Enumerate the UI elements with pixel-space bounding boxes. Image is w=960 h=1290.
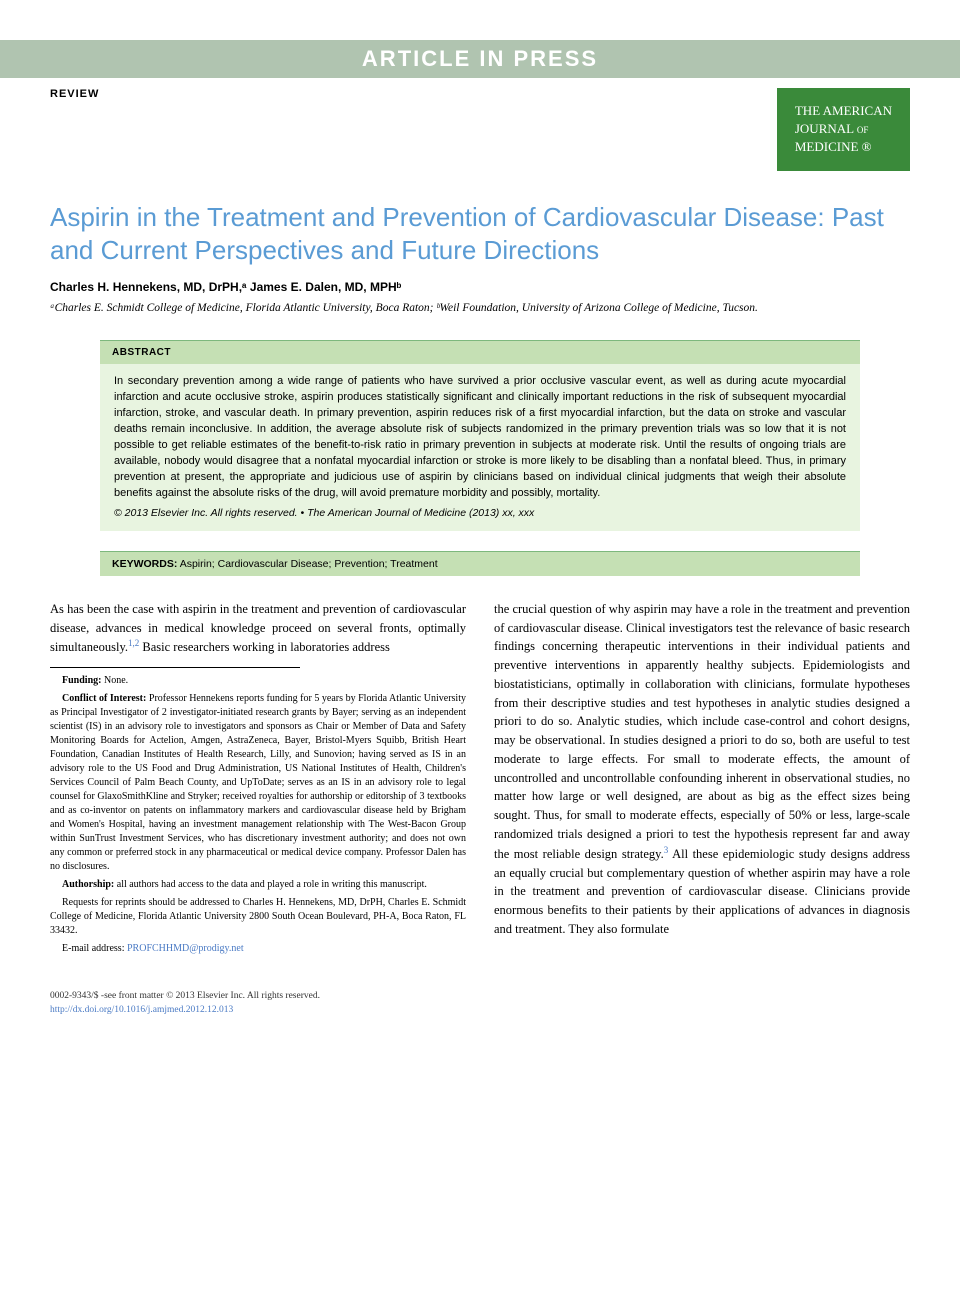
article-title: Aspirin in the Treatment and Prevention … [50,201,910,269]
intro-paragraph: As has been the case with aspirin in the… [50,600,466,657]
page-footer: 0002-9343/$ -see front matter © 2013 Els… [50,990,910,1017]
article-in-press-banner: ARTICLE IN PRESS [0,40,960,78]
journal-line1: THE AMERICAN [795,102,892,120]
journal-line2: JOURNAL of [795,120,892,138]
article-type-label: REVIEW [50,88,99,100]
conflict-text: Professor Hennekens reports funding for … [50,693,466,872]
funding-label: Funding: [62,675,101,686]
column-right: the crucial question of why aspirin may … [494,600,910,960]
journal-line3: MEDICINE ® [795,138,892,156]
funding-text: None. [101,675,128,686]
footnote-divider [50,667,300,668]
authorship-text: all authors had access to the data and p… [114,879,427,890]
issn-line: 0002-9343/$ -see front matter © 2013 Els… [50,990,910,1003]
citation-ref-1-2[interactable]: 1,2 [128,638,139,648]
authorship-label: Authorship: [62,879,114,890]
abstract-body: In secondary prevention among a wide ran… [100,364,860,531]
keywords-label: KEYWORDS: [112,558,177,570]
column-left: As has been the case with aspirin in the… [50,600,466,960]
authors: Charles H. Hennekens, MD, DrPH,ᵃ James E… [50,280,910,294]
reprints-text: Requests for reprints should be addresse… [50,896,466,938]
header-row: REVIEW THE AMERICAN JOURNAL of MEDICINE … [50,88,910,171]
email-label: E-mail address: [62,943,127,954]
abstract-copyright: © 2013 Elsevier Inc. All rights reserved… [114,506,846,521]
body-paragraph-right: the crucial question of why aspirin may … [494,600,910,939]
article-page: ARTICLE IN PRESS REVIEW THE AMERICAN JOU… [0,0,960,1057]
footnotes: Funding: None. Conflict of Interest: Pro… [50,674,466,956]
email-link[interactable]: PROFCHHMD@prodigy.net [127,943,244,954]
abstract-text: In secondary prevention among a wide ran… [114,375,846,499]
journal-badge: THE AMERICAN JOURNAL of MEDICINE ® [777,88,910,171]
abstract-label: ABSTRACT [100,341,860,364]
keywords-text: Aspirin; Cardiovascular Disease; Prevent… [180,558,438,570]
abstract-box: ABSTRACT In secondary prevention among a… [100,340,860,531]
doi-link[interactable]: http://dx.doi.org/10.1016/j.amjmed.2012.… [50,1005,233,1015]
keywords-box: KEYWORDS: Aspirin; Cardiovascular Diseas… [100,551,860,576]
conflict-label: Conflict of Interest: [62,693,146,704]
body-columns: As has been the case with aspirin in the… [50,600,910,960]
affiliations: ᵃCharles E. Schmidt College of Medicine,… [50,300,910,316]
